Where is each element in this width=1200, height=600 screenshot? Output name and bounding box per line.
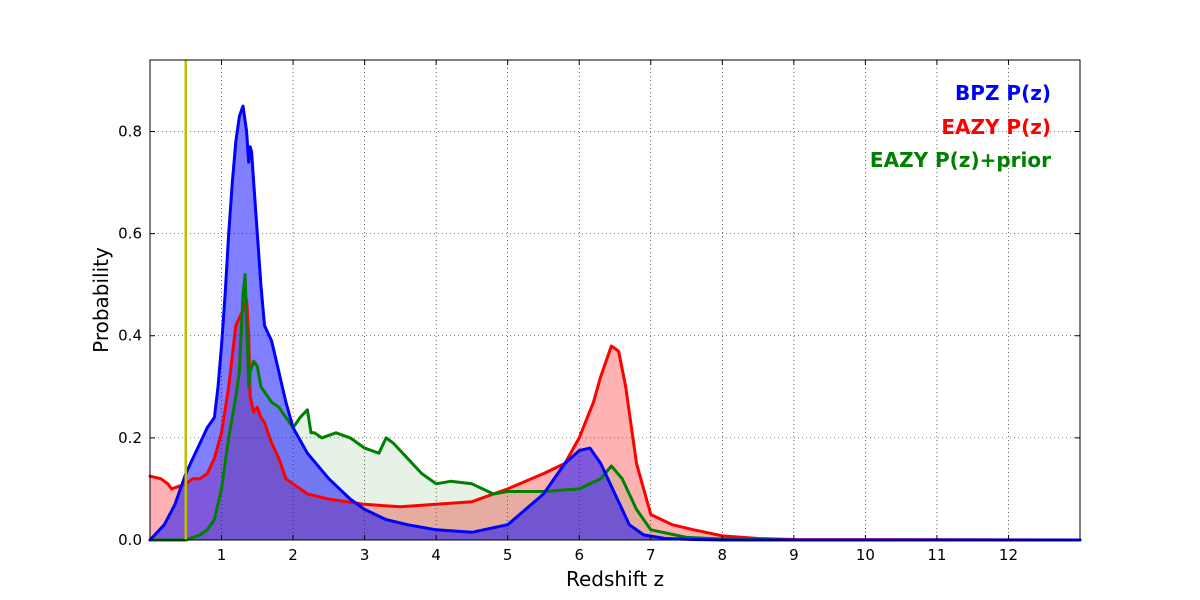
axis-ticks: 1 2 3 4 5 6 7 8 9 10 11 120.00.20.40.60.8: [118, 60, 1080, 564]
legend-entry-bpz: BPZ P(z): [955, 81, 1051, 105]
line-bpz-p-z: [148, 104, 1082, 542]
plot-frame: [149, 59, 1081, 541]
x-tick-label: 10: [856, 546, 875, 564]
y-tick-label: 0.2: [118, 429, 142, 447]
line-eazy-p-z-prior: [148, 273, 1082, 542]
area-eazy-p-z-prior: [150, 274, 1080, 540]
legend-entry-eazy: EAZY P(z): [941, 115, 1051, 139]
x-tick-label: 9: [789, 546, 799, 564]
series-fills: [150, 106, 1080, 540]
x-tick-label: 6: [574, 546, 584, 564]
x-tick-label: 4: [431, 546, 441, 564]
x-tick-label: 2: [288, 546, 298, 564]
line-eazy-p-z: [148, 298, 1082, 542]
legend-entry-eazy-prior: EAZY P(z)+prior: [870, 148, 1051, 172]
y-tick-label: 0.0: [118, 531, 142, 549]
grid: [150, 60, 1080, 541]
x-tick-label: 5: [503, 546, 513, 564]
area-bpz-p-z: [150, 106, 1080, 540]
x-tick-label: 12: [999, 546, 1018, 564]
y-tick-label: 0.8: [118, 122, 142, 140]
x-tick-label: 8: [718, 546, 728, 564]
x-axis-label: Redshift z: [566, 567, 664, 591]
x-tick-label: 3: [360, 546, 370, 564]
series-lines: [148, 104, 1082, 542]
x-tick-label: 7: [646, 546, 656, 564]
x-tick-label: 1: [217, 546, 227, 564]
y-tick-label: 0.4: [118, 327, 142, 345]
x-tick-label: 11: [927, 546, 946, 564]
y-axis-label: Probability: [89, 247, 113, 353]
legend: BPZ P(z) EAZY P(z) EAZY P(z)+prior: [870, 81, 1051, 172]
area-eazy-p-z: [150, 300, 1080, 540]
y-tick-label: 0.6: [118, 225, 142, 243]
